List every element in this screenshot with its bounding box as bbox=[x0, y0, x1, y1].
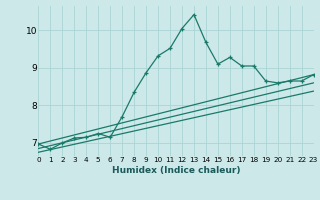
X-axis label: Humidex (Indice chaleur): Humidex (Indice chaleur) bbox=[112, 166, 240, 175]
